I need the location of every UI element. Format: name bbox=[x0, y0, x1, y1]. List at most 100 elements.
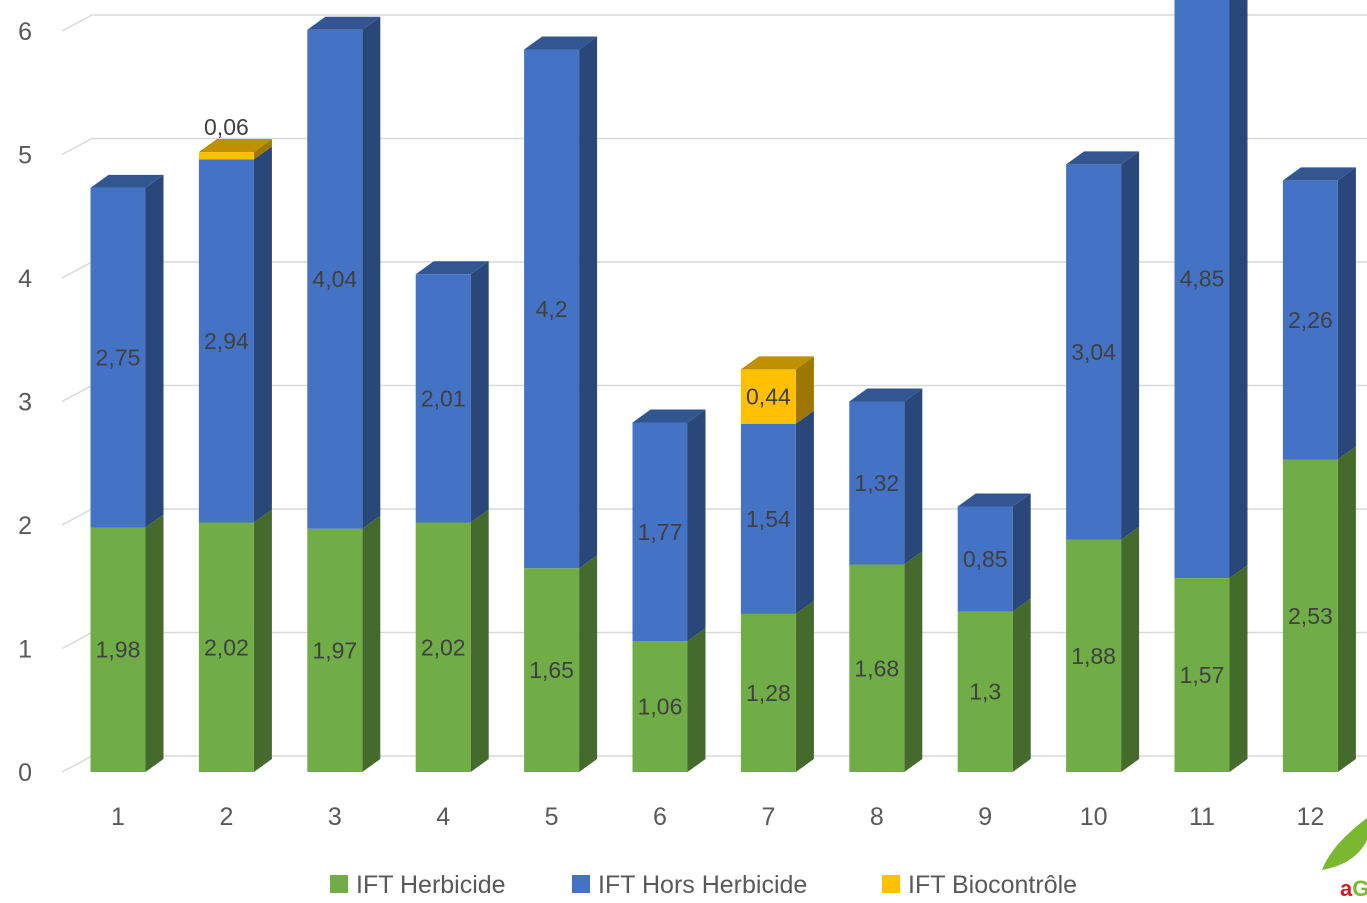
bar-segment-side bbox=[687, 628, 706, 772]
data-label: 4,2 bbox=[536, 296, 568, 322]
bar-segment-side bbox=[1121, 526, 1140, 772]
logo-text: aGR bbox=[1340, 876, 1367, 898]
bar-segment-side bbox=[1229, 565, 1248, 772]
bar-top-face bbox=[740, 356, 814, 370]
bar-segment bbox=[957, 506, 1013, 612]
data-label: 1,54 bbox=[746, 506, 791, 532]
y-tick-label: 4 bbox=[18, 265, 32, 293]
gridline bbox=[61, 137, 1367, 156]
data-label: 1,98 bbox=[96, 637, 141, 663]
y-tick-label: 3 bbox=[18, 389, 32, 417]
bar-segment-side bbox=[470, 261, 489, 523]
data-label: 2,53 bbox=[1288, 603, 1333, 629]
bar-segment bbox=[198, 152, 254, 160]
x-tick-label: 5 bbox=[545, 803, 559, 831]
y-tick-label: 2 bbox=[18, 512, 32, 540]
bar-segment bbox=[415, 274, 471, 523]
bar-segment bbox=[1174, 0, 1230, 579]
bar-top-face bbox=[198, 139, 272, 153]
data-label: 3,04 bbox=[1071, 339, 1116, 365]
bar-segment bbox=[1066, 164, 1122, 540]
bar-top-face bbox=[524, 36, 598, 50]
bar-segment bbox=[740, 613, 796, 772]
x-tick-label: 6 bbox=[653, 803, 667, 831]
x-tick-label: 7 bbox=[761, 803, 775, 831]
legend-label: IFT Hors Herbicide bbox=[598, 871, 807, 898]
data-label: 4,85 bbox=[1180, 266, 1225, 292]
bar-segment-side bbox=[687, 409, 706, 642]
bar-segment-side bbox=[145, 174, 164, 528]
x-tick-label: 4 bbox=[436, 803, 450, 831]
data-label: 1,28 bbox=[746, 680, 791, 706]
bar-segment-side bbox=[795, 356, 814, 424]
bar-segment bbox=[632, 422, 688, 642]
bar-segment bbox=[632, 641, 688, 772]
legend-swatch bbox=[330, 875, 348, 893]
x-tick-label: 3 bbox=[328, 803, 342, 831]
data-label: 0,85 bbox=[963, 546, 1008, 572]
bar-segment-side bbox=[145, 514, 164, 772]
bar-segment bbox=[1174, 578, 1230, 772]
bar-top-face bbox=[415, 261, 489, 275]
bar-segment bbox=[524, 568, 580, 772]
legend-label: IFT Herbicide bbox=[356, 871, 506, 898]
data-label: 4,04 bbox=[312, 266, 357, 292]
bar-top-face bbox=[1066, 151, 1140, 165]
bar-segment-side bbox=[253, 139, 272, 160]
x-tick-label: 9 bbox=[978, 803, 992, 831]
data-label: 1,65 bbox=[529, 657, 574, 683]
legend-swatch bbox=[572, 875, 590, 893]
bar-segment-side bbox=[904, 551, 923, 772]
bar-top-face bbox=[1282, 167, 1356, 181]
bar-top-face bbox=[632, 409, 706, 423]
bars bbox=[90, 0, 1356, 772]
y-tick-label: 1 bbox=[18, 636, 32, 664]
y-tick-label: 5 bbox=[18, 142, 32, 170]
bar-segment bbox=[307, 29, 363, 529]
bar-segment bbox=[740, 423, 796, 614]
bar-segment bbox=[307, 528, 363, 772]
data-label: 1,68 bbox=[854, 655, 899, 681]
bar-segment-side bbox=[1121, 151, 1140, 540]
data-label: 2,02 bbox=[421, 634, 466, 660]
x-tick-label: 12 bbox=[1296, 803, 1324, 831]
data-label: 2,75 bbox=[96, 345, 141, 371]
bar-segment-side bbox=[362, 515, 381, 772]
bar-segment bbox=[198, 522, 254, 772]
x-tick-label: 10 bbox=[1080, 803, 1108, 831]
bar-top-face bbox=[849, 388, 923, 402]
x-tick-label: 1 bbox=[111, 803, 125, 831]
data-label: 0,44 bbox=[746, 384, 791, 410]
legend-label: IFT Biocontrôle bbox=[908, 871, 1077, 898]
bar-segment-side bbox=[253, 509, 272, 772]
legend-swatch bbox=[882, 875, 900, 893]
bar-top-face bbox=[307, 16, 381, 30]
logo-letter-a: a bbox=[1340, 876, 1353, 898]
bar-top-face bbox=[90, 174, 164, 188]
data-label: 1,88 bbox=[1071, 643, 1116, 669]
data-label: 0,06 bbox=[204, 114, 249, 140]
bar-segment bbox=[849, 401, 905, 565]
bar-segment-side bbox=[253, 146, 272, 523]
data-label: 1,77 bbox=[638, 519, 683, 545]
bar-segment-side bbox=[1337, 167, 1356, 460]
bar-segment bbox=[90, 187, 146, 528]
data-label: 2,02 bbox=[204, 634, 249, 660]
data-label: 1,3 bbox=[969, 679, 1001, 705]
data-label: 1,32 bbox=[854, 470, 899, 496]
bar-segment bbox=[1282, 180, 1338, 460]
gridline bbox=[61, 14, 1367, 32]
y-tick-label: 6 bbox=[18, 18, 32, 46]
bar-segment bbox=[1066, 539, 1122, 772]
logo-leaf-shape bbox=[1322, 818, 1367, 870]
bar-segment bbox=[415, 522, 471, 772]
x-tick-label: 2 bbox=[219, 803, 233, 831]
x-tick-label: 11 bbox=[1189, 803, 1215, 831]
bar-segment bbox=[90, 527, 146, 772]
logo: aGR bbox=[1322, 818, 1367, 901]
data-label: 2,01 bbox=[421, 385, 466, 411]
logo-letters-rest: GR bbox=[1352, 876, 1367, 898]
bar-segment bbox=[1282, 459, 1338, 772]
